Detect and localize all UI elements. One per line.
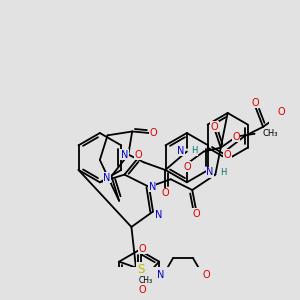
Text: N: N [148, 182, 156, 192]
Text: O: O [278, 107, 285, 117]
Text: O: O [183, 162, 191, 172]
Text: O: O [161, 188, 169, 198]
Text: O: O [252, 98, 259, 108]
Text: N: N [206, 167, 214, 177]
Text: O: O [134, 150, 142, 160]
Text: O: O [150, 128, 158, 138]
Text: H: H [191, 146, 197, 155]
Text: N: N [177, 146, 184, 156]
Text: N: N [155, 210, 163, 220]
Text: O: O [138, 285, 146, 295]
Text: CH₃: CH₃ [138, 276, 152, 285]
Text: S: S [137, 263, 144, 276]
Text: O: O [138, 244, 146, 254]
Text: H: H [220, 168, 226, 177]
Text: N: N [121, 150, 128, 160]
Text: CH₃: CH₃ [262, 129, 278, 138]
Text: O: O [202, 271, 210, 281]
Text: O: O [192, 209, 200, 219]
Text: O: O [211, 122, 218, 132]
Text: O: O [232, 132, 240, 142]
Text: N: N [103, 173, 110, 183]
Text: N: N [157, 271, 164, 281]
Text: O: O [224, 150, 232, 160]
